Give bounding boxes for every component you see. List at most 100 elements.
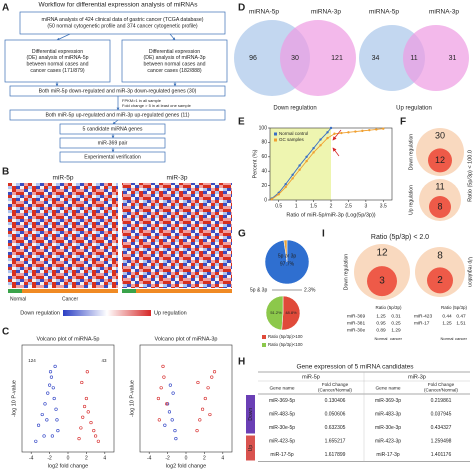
- series-marker: [298, 168, 301, 171]
- group-label: Normal: [10, 296, 26, 302]
- point: [174, 437, 178, 441]
- inner-count: 2: [437, 275, 443, 286]
- point: [96, 439, 100, 443]
- legend-swatch: [262, 335, 266, 339]
- pie-slice: [265, 295, 284, 331]
- table-cell: miR-17-5p: [270, 452, 294, 458]
- series-marker: [361, 129, 364, 133]
- plot-title: Volcano plot of miRNA-3p: [155, 336, 218, 342]
- table-group: miR-3p: [408, 374, 426, 380]
- group-bar-cancer: [22, 289, 118, 293]
- outer-count: 30: [435, 130, 445, 140]
- point: [51, 386, 55, 390]
- point: [54, 407, 58, 411]
- table-column: cancer: [455, 336, 468, 341]
- pie-value-label: 2.3%: [304, 287, 316, 293]
- row-group-label: Down: [248, 408, 254, 421]
- heatmap-title: miR-5p: [53, 175, 74, 182]
- annotation-arrow: [332, 147, 340, 157]
- table-group: miR-5p: [302, 374, 320, 380]
- point: [50, 434, 54, 438]
- x-tick-label: 1.5: [310, 203, 317, 209]
- venn-count: 121: [331, 55, 343, 62]
- series-marker: [368, 128, 371, 132]
- point: [195, 429, 199, 433]
- table-header: Ratio (5p/3p): [441, 305, 468, 310]
- series-line: [271, 127, 332, 199]
- panel-label: D: [238, 3, 245, 14]
- outer-count: 11: [435, 181, 444, 191]
- arrow: [169, 33, 176, 41]
- inner-circle: [427, 267, 453, 294]
- x-tick-label: 2: [330, 203, 333, 209]
- workflow-box: [59, 123, 166, 135]
- table-cell: miR-483-3p: [375, 412, 401, 418]
- series-marker: [291, 173, 294, 176]
- annotation: 124: [28, 358, 36, 363]
- point: [206, 386, 210, 390]
- group-bar-cancer: [136, 289, 232, 293]
- series-marker: [291, 177, 294, 180]
- point: [53, 364, 57, 369]
- outer-count: 8: [437, 251, 443, 262]
- point: [86, 410, 90, 414]
- workflow-text: (DE) analysis of miRNA-3p: [144, 55, 206, 61]
- venn-label: miRNA-3p: [429, 9, 459, 16]
- point: [161, 364, 165, 369]
- table-cell: miR-369-5p: [269, 398, 295, 404]
- point: [77, 437, 81, 441]
- venn-count: 96: [249, 55, 257, 62]
- inner-count: 3: [379, 276, 385, 287]
- arrow: [112, 119, 119, 125]
- workflow-text: Differential expression: [32, 49, 83, 55]
- point: [156, 396, 160, 401]
- x-tick-label: -2: [165, 455, 170, 461]
- point: [84, 396, 88, 401]
- point: [159, 386, 163, 390]
- table-cell: miR-423-3p: [375, 439, 401, 445]
- group-label: Down regulation: [343, 254, 349, 290]
- inner-count: 12: [435, 155, 445, 165]
- point: [93, 434, 98, 438]
- venn-label: miRNA-5p: [369, 9, 399, 16]
- table-cell: 1.655217: [325, 439, 346, 445]
- x-tick-label: 0: [185, 455, 188, 461]
- point: [196, 380, 200, 385]
- table-column: (Cancer/Normal): [424, 388, 458, 393]
- point: [165, 402, 169, 406]
- pie-value-label: 97.7%: [280, 261, 295, 267]
- table-cell: miR-369-3p: [375, 398, 401, 404]
- workflow-text: Differential expression: [149, 49, 200, 55]
- point: [203, 396, 207, 401]
- table-cell: 0.434327: [431, 425, 452, 431]
- point: [212, 370, 217, 374]
- side-label: Ratio (5p/3p) < 100.0: [467, 150, 473, 202]
- point: [208, 412, 212, 417]
- table-cell: 0.44: [442, 313, 452, 319]
- plot-title: Volcano plot of miRNA-5p: [37, 336, 100, 342]
- series-marker: [329, 126, 333, 130]
- table-cell: miR-381: [347, 320, 365, 326]
- pie-value-label: 48.8%: [285, 310, 297, 315]
- point: [89, 420, 93, 425]
- row-group-label: Up: [248, 445, 254, 452]
- legend-swatch: [274, 138, 277, 142]
- x-tick-label: -4: [147, 455, 152, 461]
- x-tick-label: 0: [67, 455, 70, 461]
- pie-slice: [283, 239, 288, 263]
- heatmap: [122, 183, 232, 288]
- workflow-text: Experimental verification: [84, 154, 141, 160]
- pie-slice: [281, 295, 301, 331]
- table-header: Ratio (5p/3p): [375, 305, 402, 310]
- y-axis-label: -log 10 P-value: [11, 380, 17, 417]
- workflow-box: [121, 39, 228, 83]
- table-cell: 0.130406: [325, 398, 346, 404]
- series-marker: [326, 131, 329, 134]
- table-cell: 0.47: [456, 313, 466, 319]
- pie-value-label: 51.2%: [270, 310, 282, 315]
- x-tick-label: 3.5: [380, 203, 387, 209]
- x-axis-label: Ratio of miR-5p/miR-3p (Log(5p/3p)): [286, 212, 375, 218]
- workflow-note: Fold change > 5 in at least one sample: [122, 103, 192, 108]
- heatmap-title: miR-3p: [167, 175, 188, 182]
